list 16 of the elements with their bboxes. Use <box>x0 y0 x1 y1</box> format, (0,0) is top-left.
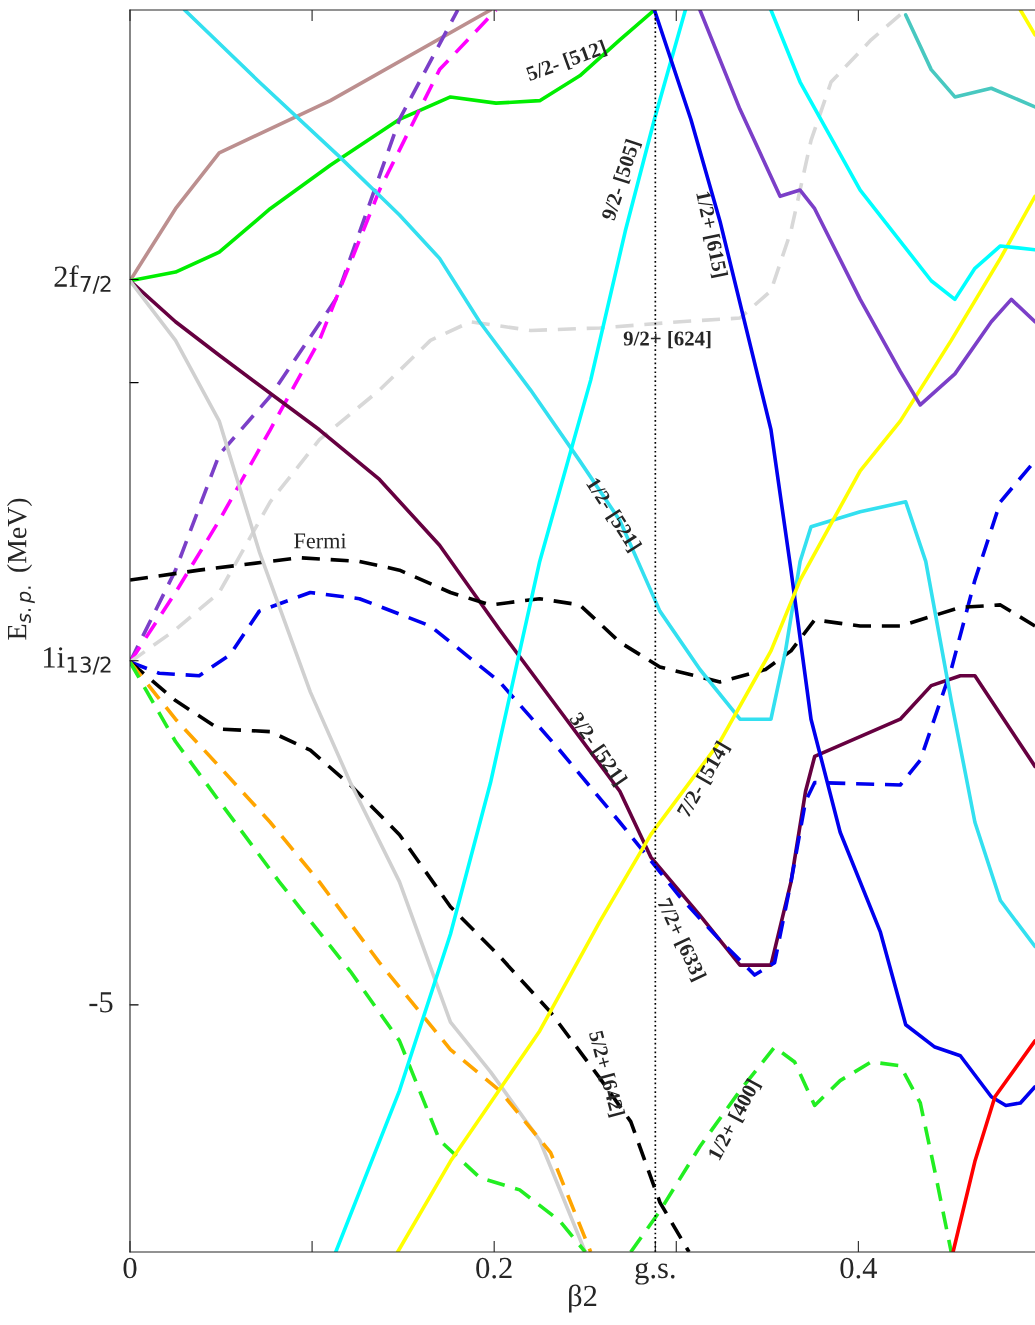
x-tick-label: 0.2 <box>476 1257 512 1279</box>
x-tick-label: 0.4 <box>840 1257 877 1279</box>
annotation: 5/2+ [642] <box>586 1029 626 1118</box>
annotation: 9/2+ [624] <box>623 330 711 349</box>
annotation: 5/2- [512] <box>525 39 608 84</box>
x-axis-title: β2 <box>569 1284 597 1313</box>
annotation: Fermi <box>294 533 347 549</box>
x-tick-label: 0 <box>123 1257 137 1279</box>
annotation: 1/2+ [615] <box>693 191 729 279</box>
text: 2f$_{7/2}$ <box>54 265 111 294</box>
text: -5 <box>89 992 113 1013</box>
annotation: 9/2- [505] <box>600 138 643 222</box>
y-axis-title: E$_{s.p.}$ (MeV) <box>6 498 35 640</box>
annotation: 7/2+ [633] <box>654 897 707 983</box>
text: 1i$_{13/2}$ <box>43 647 111 675</box>
x-tick-label: g.s. <box>635 1262 675 1285</box>
